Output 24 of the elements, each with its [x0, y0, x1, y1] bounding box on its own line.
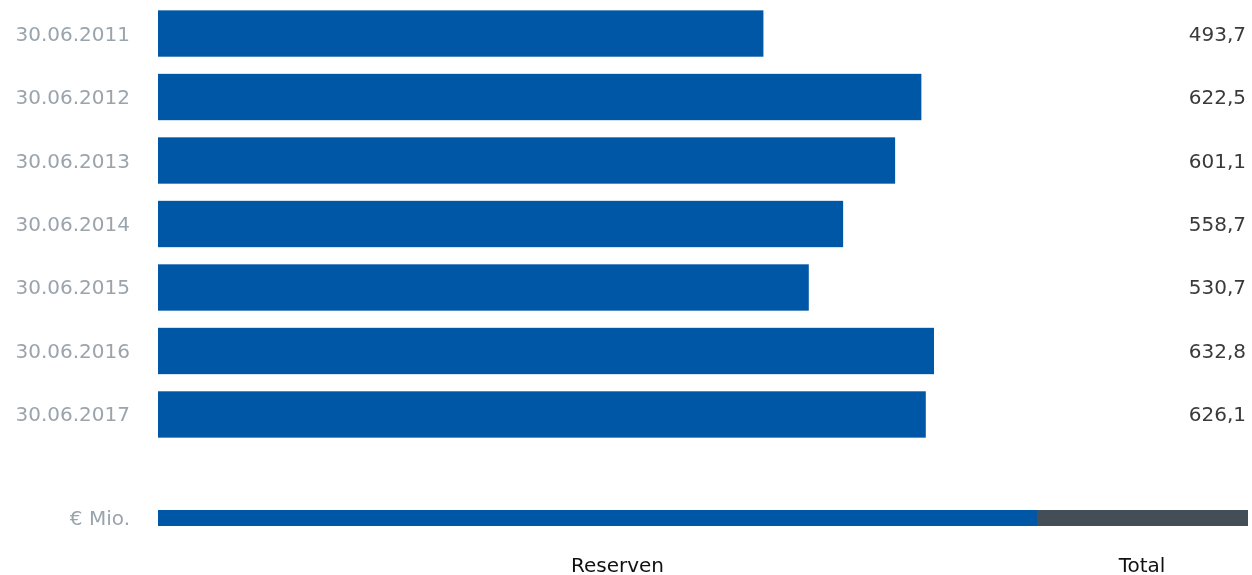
y-tick-label: 30.06.2013 [15, 148, 130, 173]
y-tick-label: 30.06.2016 [15, 338, 130, 363]
y-axis-title: € Mio. [69, 506, 130, 530]
y-tick-label: 30.06.2014 [15, 212, 130, 236]
y-tick-label: 30.06.2015 [15, 275, 130, 300]
data-label: 601,1 [1188, 148, 1246, 173]
bar [158, 264, 809, 311]
bar [158, 137, 896, 184]
y-tick-label: 30.06.2017 [15, 402, 130, 427]
bar [158, 200, 844, 248]
data-label: 632,8 [1188, 338, 1246, 363]
data-label: 530,7 [1188, 275, 1246, 300]
bar [158, 327, 934, 375]
bar [158, 391, 926, 438]
y-tick-label: 30.06.2012 [15, 85, 130, 110]
data-label: 493,7 [1188, 21, 1246, 46]
text: Reserven [570, 553, 665, 575]
data-label: 558,7 [1188, 212, 1246, 236]
data-label: 626,1 [1188, 402, 1246, 427]
y-tick-label: 30.06.2011 [15, 21, 130, 46]
text: Total [1117, 553, 1166, 575]
bar [158, 10, 764, 57]
data-label: 622,5 [1188, 85, 1246, 110]
bar [158, 73, 922, 121]
